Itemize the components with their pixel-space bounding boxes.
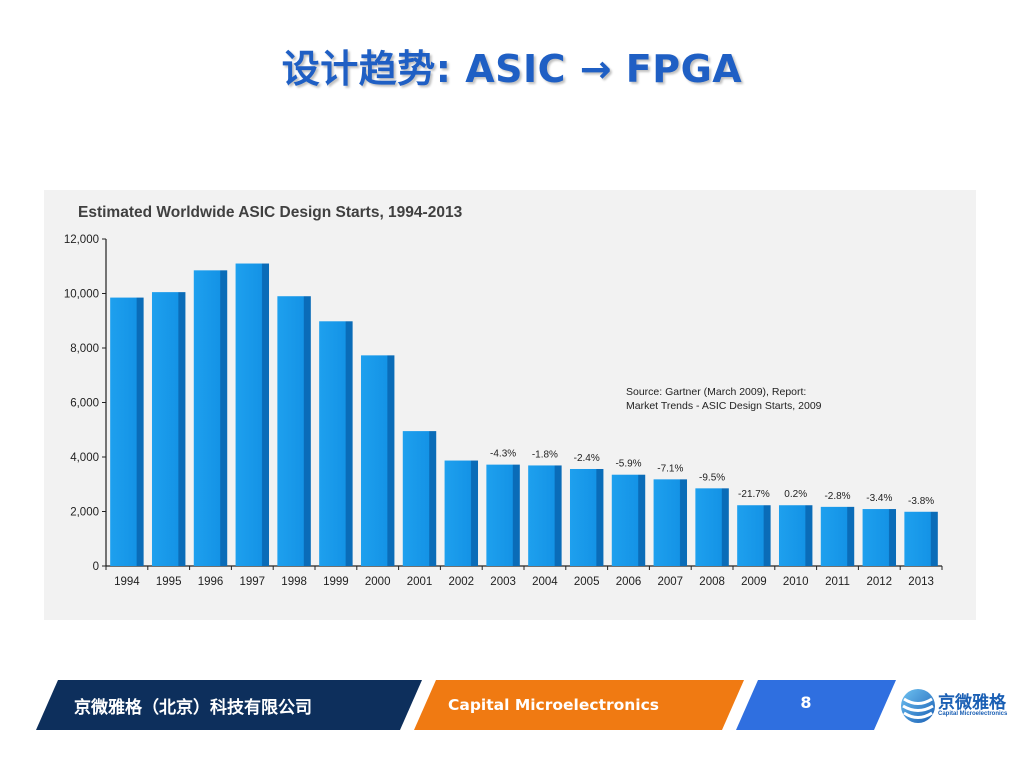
data-label-2010: 0.2% (784, 489, 807, 500)
y-tick-label: 2,000 (70, 507, 99, 519)
data-label-2006: -5.9% (615, 459, 641, 470)
page-number: 8 (800, 693, 812, 712)
data-label-2005: -2.4% (574, 453, 600, 464)
x-tick-label: 1998 (281, 576, 307, 588)
data-label-2011: -2.8% (824, 491, 850, 502)
data-label-2007: -7.1% (657, 463, 683, 474)
data-label-2003: -4.3% (490, 449, 516, 460)
bar-1994 (110, 297, 144, 566)
x-tick-label: 1995 (156, 576, 182, 588)
x-tick-label: 2006 (616, 576, 642, 588)
y-tick-label: 10,000 (64, 289, 99, 301)
x-tick-label: 2007 (658, 576, 684, 588)
logo-globe-icon (901, 689, 935, 723)
y-axis: 0 2,000 4,000 6,000 8,000 10,000 12,000 (64, 234, 107, 573)
x-tick-label: 2013 (908, 576, 934, 588)
bar-2004 (528, 465, 562, 566)
x-tick-label: 2003 (490, 576, 516, 588)
x-tick-label: 1994 (114, 576, 140, 588)
bar-chart: Estimated Worldwide ASIC Design Starts, … (64, 204, 943, 588)
x-tick-label: 2001 (407, 576, 433, 588)
footer-page-number: 8 (736, 680, 896, 730)
data-label-2004: -1.8% (532, 449, 558, 460)
bar-2013 (904, 511, 938, 566)
bar-2005 (569, 468, 604, 566)
x-tick-label: 2011 (825, 576, 850, 588)
footer-company-cn: 京微雅格（北京）科技有限公司 (36, 680, 422, 730)
x-tick-label: 2004 (532, 576, 558, 588)
bar-2008 (695, 488, 729, 566)
data-label-2013: -3.8% (908, 496, 934, 507)
y-tick-label: 4,000 (70, 452, 99, 464)
bar-2007 (653, 479, 688, 566)
bar-2002 (444, 460, 479, 566)
bar-2006 (611, 474, 646, 566)
chart-panel: Estimated Worldwide ASIC Design Starts, … (44, 190, 976, 620)
x-tick-label: 2009 (741, 576, 767, 588)
bar-1996 (193, 270, 228, 566)
x-tick-label: 1999 (323, 576, 349, 588)
x-axis: 1994 1995 1996 1997 1998 1999 2000 2001 2002 2003… (105, 565, 943, 588)
slide-title: 设计趋势: ASIC → FPGA (281, 47, 743, 91)
chart-title: Estimated Worldwide ASIC Design Starts, … (78, 204, 463, 221)
bar-2003 (486, 464, 520, 566)
source-annotation-line2: Market Trends - ASIC Design Starts, 2009 (626, 400, 822, 412)
x-tick-label: 2010 (783, 576, 809, 588)
y-tick-label: 8,000 (70, 343, 99, 355)
bar-1997 (235, 263, 270, 566)
x-tick-label: 2005 (574, 576, 600, 588)
footer-company-en: Capital Microelectronics (414, 680, 744, 730)
bar-2001 (402, 431, 437, 566)
bar-1995 (151, 292, 186, 566)
data-label-2009: -21.7% (738, 489, 770, 500)
data-label-2008: -9.5% (699, 472, 725, 483)
y-tick-label: 12,000 (64, 234, 99, 246)
bar-2010 (778, 505, 813, 566)
x-tick-label: 2012 (867, 576, 893, 588)
bar-2000 (360, 355, 395, 566)
x-tick-label: 2000 (365, 576, 391, 588)
footer-bar: 京微雅格（北京）科技有限公司 Capital Microelectronics … (0, 680, 1024, 730)
logo-text-cn: 京微雅格 (938, 693, 1006, 713)
company-name-en: Capital Microelectronics (448, 696, 660, 714)
bar-series (110, 263, 938, 566)
y-tick-label: 0 (93, 561, 99, 573)
bar-1998 (277, 296, 311, 566)
company-logo: 京微雅格 Capital Microelectronics (896, 682, 1020, 728)
data-label-2012: -3.4% (866, 493, 892, 504)
logo-text-en: Capital Microelectronics (938, 711, 1008, 717)
company-name-cn: 京微雅格（北京）科技有限公司 (74, 698, 312, 718)
bar-2011 (820, 506, 855, 566)
bar-2009 (737, 505, 771, 566)
source-annotation-line1: Source: Gartner (March 2009), Report: (626, 386, 806, 398)
x-tick-label: 2002 (449, 576, 475, 588)
data-labels: -4.3% -1.8% -2.4% -5.9% -7.1% -9.5% -21.7% 0.2%… (490, 449, 934, 507)
x-tick-label: 2008 (699, 576, 725, 588)
bar-2012 (862, 509, 897, 566)
y-tick-label: 6,000 (70, 398, 99, 410)
x-tick-label: 1997 (240, 576, 266, 588)
bar-1999 (319, 321, 353, 566)
x-tick-label: 1996 (198, 576, 224, 588)
